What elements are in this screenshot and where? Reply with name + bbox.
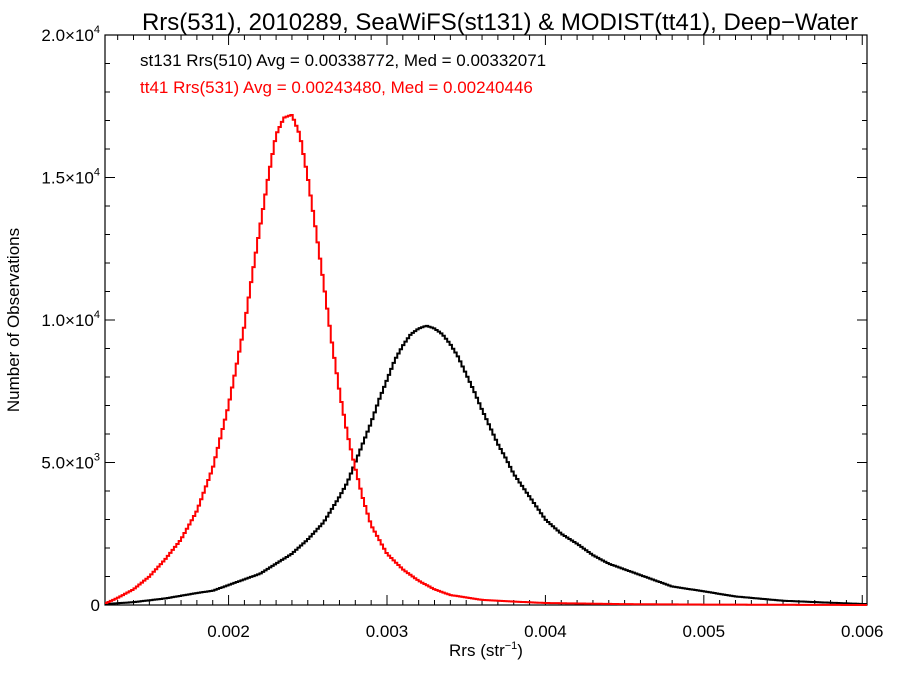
series-2-line (105, 113, 867, 606)
x-axis-label: Rrs (str−1) (449, 640, 523, 660)
y-tick-label: 0 (91, 596, 100, 615)
x-axis-label-main: Rrs (str (449, 641, 505, 660)
plot-area-frame (104, 34, 868, 606)
annotation-1: st131 Rrs(510) Avg = 0.00338772, Med = 0… (140, 51, 546, 70)
y-tick-labels: 0 5.0×103 1.0×104 1.5×104 2.0×104 (41, 24, 100, 615)
y-tick-label: 1.5×104 (41, 167, 100, 188)
x-tick-labels: 0.002 0.003 0.004 0.005 0.006 (207, 622, 883, 641)
annotation-group: st131 Rrs(510) Avg = 0.00338772, Med = 0… (140, 51, 546, 97)
y-tick-label: 5.0×103 (41, 452, 100, 473)
x-tick-label: 0.005 (683, 622, 726, 641)
chart-title: Rrs(531), 2010289, SeaWiFS(st131) & MODI… (142, 9, 858, 36)
x-axis-label-exponent: −1 (505, 640, 518, 652)
y-axis-label: Number of Observations (4, 228, 23, 412)
series-1-line (105, 324, 867, 606)
x-axis-label-end: ) (517, 641, 523, 660)
x-tick-label: 0.006 (841, 622, 884, 641)
series-group (105, 113, 867, 606)
x-tick-label: 0.003 (366, 622, 409, 641)
x-tick-label: 0.004 (524, 622, 567, 641)
y-tick-label: 1.0×104 (41, 309, 100, 330)
x-tick-label: 0.002 (207, 622, 250, 641)
axis-ticks (105, 34, 867, 606)
y-tick-label: 2.0×104 (41, 24, 100, 45)
annotation-2: tt41 Rrs(531) Avg = 0.00243480, Med = 0.… (140, 78, 533, 97)
